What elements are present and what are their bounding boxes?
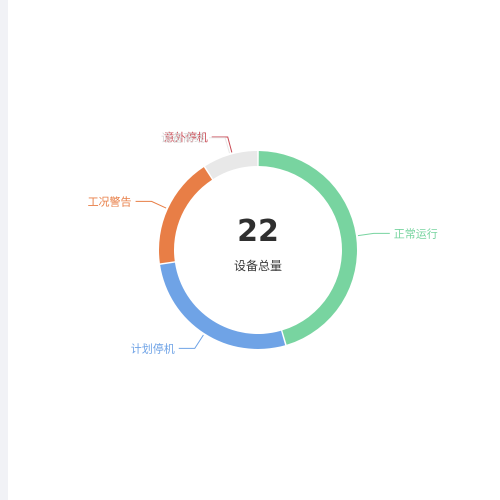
total-value: 22 [237,214,279,249]
slice-1-arc[interactable] [258,151,357,345]
slice-2-label: 计划停机 [131,341,175,355]
slice-2-leader-line [178,334,204,349]
total-label: 设备总量 [234,259,282,273]
slice-3-leader-line [135,200,167,209]
slice-5-label: 设备离线 [161,131,205,145]
slice-4-label: 意外停机 [164,130,208,144]
slice-group [158,151,357,349]
slice-1-leader-line [357,232,390,237]
slice-5-leader-line [209,137,231,154]
leader-line-group [135,136,390,349]
slice-4-leader-line [211,136,233,153]
slice-3-arc[interactable] [158,167,213,264]
slice-3-label: 工况警告 [88,194,132,208]
slice-1-label: 正常运行 [394,227,438,240]
left-edge-strip [0,0,8,500]
slice-5-arc[interactable] [205,151,258,179]
slice-2-arc[interactable] [160,262,286,349]
